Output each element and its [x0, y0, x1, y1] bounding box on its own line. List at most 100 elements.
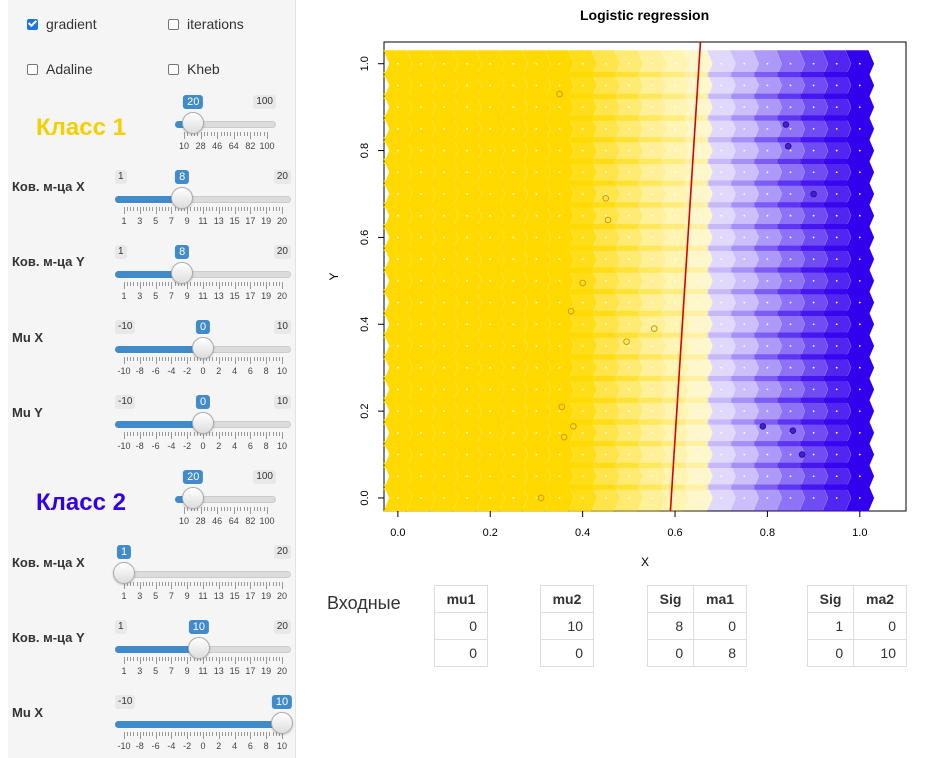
grid-dot — [535, 497, 538, 499]
grid-dot — [651, 193, 653, 195]
grid-dot — [604, 475, 607, 478]
slider-tick — [199, 732, 201, 736]
class1-mu-x-slider[interactable]: -10 10 0 -10 -8 -6 -4 -2 0 2 4 6 8 10 — [115, 320, 291, 380]
grid-dot — [627, 497, 630, 499]
slider-tick — [240, 282, 242, 286]
class1-cov-x-slider[interactable]: 1 20 8 1 3 5 7 9 11 13 15 17 19 20 — [115, 170, 291, 230]
grid-dot — [558, 388, 561, 391]
grid-dot — [396, 388, 399, 391]
slider-tick — [168, 282, 170, 286]
checkbox-iterations[interactable]: iterations — [168, 16, 244, 32]
grid-dot — [512, 149, 515, 152]
grid-dot — [420, 431, 422, 434]
sigma1-cell: 8 — [693, 639, 747, 667]
slider-tick — [256, 732, 258, 736]
checkbox-adaline-box[interactable] — [27, 63, 38, 75]
slider-tick-label: -6 — [151, 741, 160, 751]
class2-mu-x-slider[interactable]: -10 10 -10 -8 -6 -4 -2 0 2 4 6 8 10 — [115, 695, 293, 755]
grid-dot — [535, 236, 538, 239]
grid-dot — [512, 171, 515, 174]
slider-tick-label: 100 — [259, 141, 275, 151]
slider-handle[interactable] — [187, 637, 210, 659]
slider-tick — [259, 732, 261, 736]
slider-tick — [184, 732, 186, 736]
grid-dot — [674, 214, 676, 217]
slider-tick-label: -10 — [117, 741, 131, 751]
grid-dot — [697, 106, 700, 109]
grid-dot — [651, 410, 653, 413]
slider-tick — [161, 207, 163, 211]
slider-tick — [187, 207, 189, 214]
slider-tick — [278, 357, 280, 361]
slider-tick — [228, 657, 230, 661]
slider-handle[interactable] — [192, 337, 214, 359]
slider-tick — [250, 732, 252, 739]
grid-dot — [835, 127, 838, 130]
slider-handle[interactable] — [182, 487, 205, 509]
grid-dot — [581, 236, 584, 239]
slider-tick — [282, 282, 283, 289]
grid-dot — [466, 388, 469, 391]
class1-mu-y-slider[interactable]: -10 10 0 -10 -8 -6 -4 -2 0 2 4 6 8 10 — [115, 395, 291, 455]
grid-dot — [443, 497, 445, 499]
grid-dot — [766, 236, 769, 239]
grid-dot — [489, 279, 492, 282]
slider-tick — [130, 432, 132, 436]
slider-tick — [266, 657, 268, 664]
grid-dot — [720, 431, 723, 434]
slider-tick — [139, 207, 141, 214]
grid-dot — [789, 171, 792, 174]
slider-tick — [142, 432, 144, 436]
slider-tick — [206, 732, 208, 736]
grid-dot — [396, 214, 399, 217]
class2-cov-y-slider[interactable]: 1 20 10 1 3 5 7 9 11 13 15 17 19 20 — [115, 620, 291, 680]
slider-tick — [142, 282, 144, 286]
slider-tick-label: 82 — [245, 516, 256, 526]
class2-cov-x-slider[interactable]: 20 1 1 3 5 7 9 11 13 15 17 19 20 — [113, 545, 291, 605]
x-tick-label: 0.6 — [667, 527, 682, 539]
slider-handle[interactable] — [182, 112, 205, 134]
class1-cov-y-slider[interactable]: 1 20 8 1 3 5 7 9 11 13 15 17 19 20 — [115, 245, 291, 305]
checkbox-iterations-box[interactable] — [168, 18, 179, 30]
slider-tick — [217, 132, 219, 139]
grid-dot — [512, 431, 515, 434]
slider-tick-label: 15 — [229, 291, 240, 301]
slider-tick — [199, 432, 201, 436]
grid-dot — [651, 171, 653, 174]
grid-dot — [697, 214, 700, 217]
slider-handle[interactable] — [171, 262, 194, 284]
slider-handle[interactable] — [113, 562, 135, 584]
slider-tick — [209, 207, 211, 211]
checkbox-kheb[interactable]: Kheb — [168, 61, 220, 77]
class1-count-slider[interactable]: 100 20 10 28 46 64 82 100 — [175, 95, 276, 155]
checkbox-gradient[interactable]: gradient — [27, 16, 97, 32]
slider-tick — [165, 657, 167, 661]
grid-dot — [720, 453, 723, 456]
slider-tick — [184, 357, 186, 361]
grid-dot — [835, 431, 838, 434]
slider-tick — [124, 282, 125, 289]
grid-dot — [581, 497, 584, 499]
grid-dot — [466, 214, 469, 217]
slider-tick — [225, 357, 227, 361]
slider-tick-label: 10 — [178, 516, 190, 526]
slider-handle[interactable] — [271, 712, 293, 734]
grid-dot — [558, 236, 561, 239]
grid-dot — [674, 84, 676, 87]
checkbox-gradient-box[interactable] — [27, 18, 38, 30]
slider-tick-label: 8 — [263, 441, 269, 451]
slider-tick-label: 13 — [213, 666, 224, 676]
checkbox-adaline[interactable]: Adaline — [27, 61, 93, 77]
mu2-cell: 0 — [540, 639, 594, 667]
grid-dot — [420, 301, 422, 304]
slider-tick — [253, 582, 255, 586]
slider-handle[interactable] — [192, 412, 214, 434]
slider-handle[interactable] — [171, 187, 194, 209]
class2-count-slider[interactable]: 100 20 10 28 46 64 82 100 — [175, 470, 276, 530]
grid-dot — [789, 236, 792, 239]
slider-tick — [231, 207, 233, 211]
grid-dot — [766, 388, 769, 391]
checkbox-kheb-box[interactable] — [168, 63, 179, 75]
slider-tick — [200, 507, 202, 514]
grid-dot — [812, 410, 815, 413]
